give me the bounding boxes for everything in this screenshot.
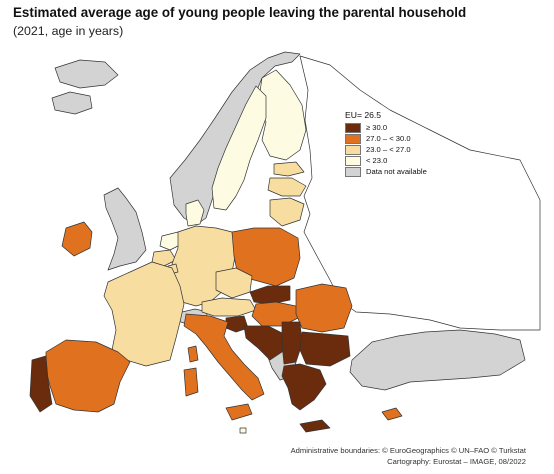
map-legend: EU= 26.5 ≥ 30.0 27.0 – < 30.0 23.0 – < 2… — [345, 110, 427, 177]
region-croatia — [243, 325, 285, 361]
region-austria — [201, 297, 257, 317]
legend-label: 23.0 – < 27.0 — [366, 145, 411, 154]
region-sweden — [211, 85, 267, 211]
legend-item: 27.0 – < 30.0 — [345, 133, 427, 144]
region-estonia — [273, 161, 305, 177]
legend-item: Data not available — [345, 166, 427, 177]
region-denmark — [185, 199, 205, 227]
credit-cartography: Cartography: Eurostat – IMAGE, 08/2022 — [387, 457, 526, 466]
region-italy — [183, 313, 265, 401]
credit-boundaries: Administrative boundaries: © EuroGeograp… — [290, 446, 526, 455]
region-portugal — [29, 355, 53, 413]
region-malta — [239, 427, 247, 434]
region-netherlands — [159, 231, 183, 251]
legend-swatch — [345, 155, 361, 166]
region-sardinia — [183, 367, 199, 397]
region-slovakia — [249, 285, 291, 305]
map-title: Estimated average age of young people le… — [13, 5, 467, 20]
legend-item: < 23.0 — [345, 155, 427, 166]
legend-label: 27.0 – < 30.0 — [366, 134, 411, 143]
region-iceland-no-data — [51, 91, 93, 115]
eu-average-label: EU= 26.5 — [345, 110, 382, 120]
legend-swatch — [345, 166, 361, 177]
region-crete — [299, 419, 331, 433]
legend-swatch — [345, 122, 361, 133]
region-romania — [295, 283, 353, 333]
legend-label: Data not available — [366, 167, 427, 176]
region-belgium — [151, 249, 177, 267]
region-france — [103, 261, 185, 367]
legend-label: ≥ 30.0 — [366, 123, 388, 132]
legend-item: ≥ 30.0 — [345, 122, 427, 133]
region-latvia — [267, 177, 307, 197]
region-lithuania — [269, 197, 305, 227]
map-subtitle: (2021, age in years) — [13, 24, 124, 38]
legend-swatch — [345, 144, 361, 155]
region-greenland-no-data — [54, 59, 119, 89]
region-serbia — [281, 321, 303, 365]
region-sicily — [225, 403, 253, 421]
region-corsica — [187, 345, 199, 363]
region-uk-no-data — [103, 187, 147, 271]
europe-choropleth-map — [29, 51, 541, 434]
legend-item: 23.0 – < 27.0 — [345, 144, 427, 155]
legend-label: < 23.0 — [366, 156, 388, 165]
region-spain — [45, 339, 131, 413]
region-bulgaria — [299, 331, 351, 367]
region-turkey-no-data — [349, 329, 526, 391]
region-ireland — [61, 221, 93, 257]
legend-swatch — [345, 133, 361, 144]
region-greece — [281, 363, 327, 411]
region-cyprus — [381, 407, 403, 421]
